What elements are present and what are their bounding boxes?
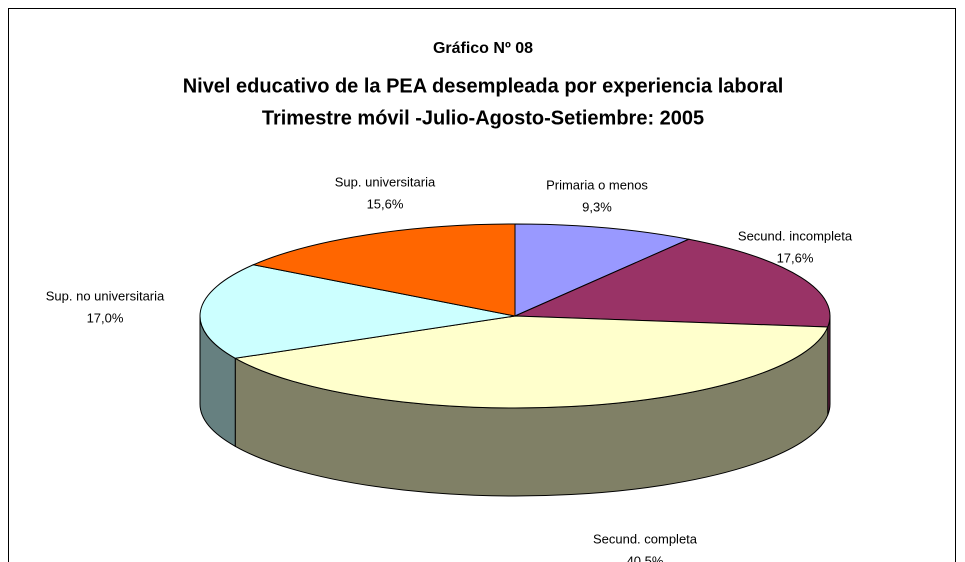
chart-subtitle: Trimestre móvil -Julio-Agosto-Setiembre:…	[262, 107, 704, 129]
chart-title: Nivel educativo de la PEA desempleada po…	[183, 75, 784, 97]
slice-value-label: 17,6%	[777, 250, 814, 265]
chart-number: Gráfico Nº 08	[433, 40, 533, 57]
slice	[514, 223, 691, 317]
slice-label: Sup. universitaria	[335, 174, 436, 189]
slice-label: Primaria o menos	[546, 177, 648, 192]
slice	[251, 223, 516, 317]
frame	[8, 8, 956, 562]
slice-value-label: 40,5%	[627, 553, 664, 562]
slice-value-label: 17,0%	[87, 310, 124, 325]
slice-value-label: 15,6%	[367, 196, 404, 211]
slice	[199, 264, 516, 359]
slice-value-label: 9,3%	[582, 199, 612, 214]
slice-label: Secund. incompleta	[738, 228, 853, 243]
slice	[233, 315, 829, 409]
slice-label: Secund. completa	[593, 531, 698, 546]
slice-label: Sup. no universitaria	[46, 288, 165, 303]
slice	[514, 238, 831, 328]
